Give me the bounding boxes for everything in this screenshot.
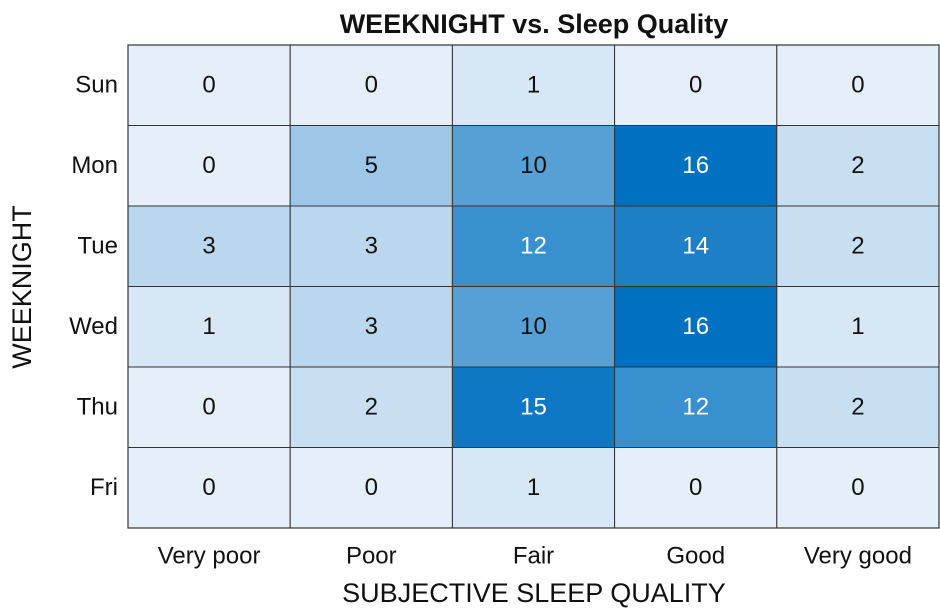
y-tick-label: Wed <box>69 313 118 340</box>
heatmap-cell <box>451 366 616 448</box>
heatmap-cell <box>289 44 453 126</box>
heatmap-cell <box>127 44 291 126</box>
cell-label: 1 <box>527 72 540 99</box>
heatmap-cell <box>776 205 940 287</box>
cell-label: 12 <box>682 394 709 421</box>
heatmap-cell <box>614 447 778 529</box>
x-tick-label: Very good <box>804 542 912 569</box>
heatmap-cell <box>127 366 291 448</box>
heatmap-cell <box>776 44 940 126</box>
cell-label: 3 <box>365 233 378 260</box>
cell-label: 0 <box>365 474 378 501</box>
cell-label: 14 <box>682 233 709 260</box>
cell-label: 2 <box>365 394 378 421</box>
y-tick-label: Sun <box>75 72 118 99</box>
heatmap-cell <box>614 286 778 368</box>
heatmap-cell <box>776 286 940 368</box>
heatmap-cell <box>614 44 778 126</box>
heatmap-cell <box>776 125 940 207</box>
plot-border <box>127 44 940 529</box>
heatmap-cell <box>451 286 616 368</box>
heatmap-cell <box>289 205 453 287</box>
x-axis-label: SUBJECTIVE SLEEP QUALITY <box>342 578 726 608</box>
cell-label: 2 <box>851 233 864 260</box>
y-axis-label: WEEKNIGHT <box>7 205 37 369</box>
cell-label: 10 <box>520 313 547 340</box>
y-tick-label: Mon <box>71 152 118 179</box>
heatmap-cell <box>451 205 616 287</box>
cell-label: 3 <box>365 313 378 340</box>
cell-label: 10 <box>520 152 547 179</box>
cell-label: 2 <box>851 394 864 421</box>
heatmap-cell <box>289 366 453 448</box>
cell-label: 0 <box>365 72 378 99</box>
heatmap-cell <box>614 205 778 287</box>
heatmap-cell <box>289 447 453 529</box>
y-tick-label: Tue <box>78 233 118 260</box>
heatmap-cell <box>451 447 616 529</box>
cell-label: 0 <box>689 474 702 501</box>
cell-label: 5 <box>365 152 378 179</box>
chart-title: WEEKNIGHT vs. Sleep Quality <box>340 9 729 39</box>
y-tick-label: Fri <box>90 474 118 501</box>
x-tick-label: Poor <box>346 542 397 569</box>
cell-label: 0 <box>202 152 215 179</box>
heatmap-cell <box>776 366 940 448</box>
cell-label: 0 <box>851 72 864 99</box>
x-tick-label: Very poor <box>158 542 261 569</box>
cell-label: 1 <box>851 313 864 340</box>
cell-label: 3 <box>202 233 215 260</box>
heatmap-cell <box>289 286 453 368</box>
cell-label: 12 <box>520 233 547 260</box>
cell-label: 0 <box>851 474 864 501</box>
heatmap-cell <box>451 125 616 207</box>
y-tick-label: Thu <box>77 394 118 421</box>
cell-label: 1 <box>527 474 540 501</box>
cell-label: 0 <box>202 72 215 99</box>
heatmap-cell <box>127 125 291 207</box>
x-tick-label: Fair <box>513 542 554 569</box>
cell-label: 16 <box>682 152 709 179</box>
cell-label: 15 <box>520 394 547 421</box>
cell-label: 0 <box>202 474 215 501</box>
x-tick-label: Good <box>666 542 725 569</box>
cell-label: 1 <box>202 313 215 340</box>
cell-label: 2 <box>851 152 864 179</box>
cell-label: 0 <box>202 394 215 421</box>
cell-label: 16 <box>682 313 709 340</box>
cell-label: 0 <box>689 72 702 99</box>
